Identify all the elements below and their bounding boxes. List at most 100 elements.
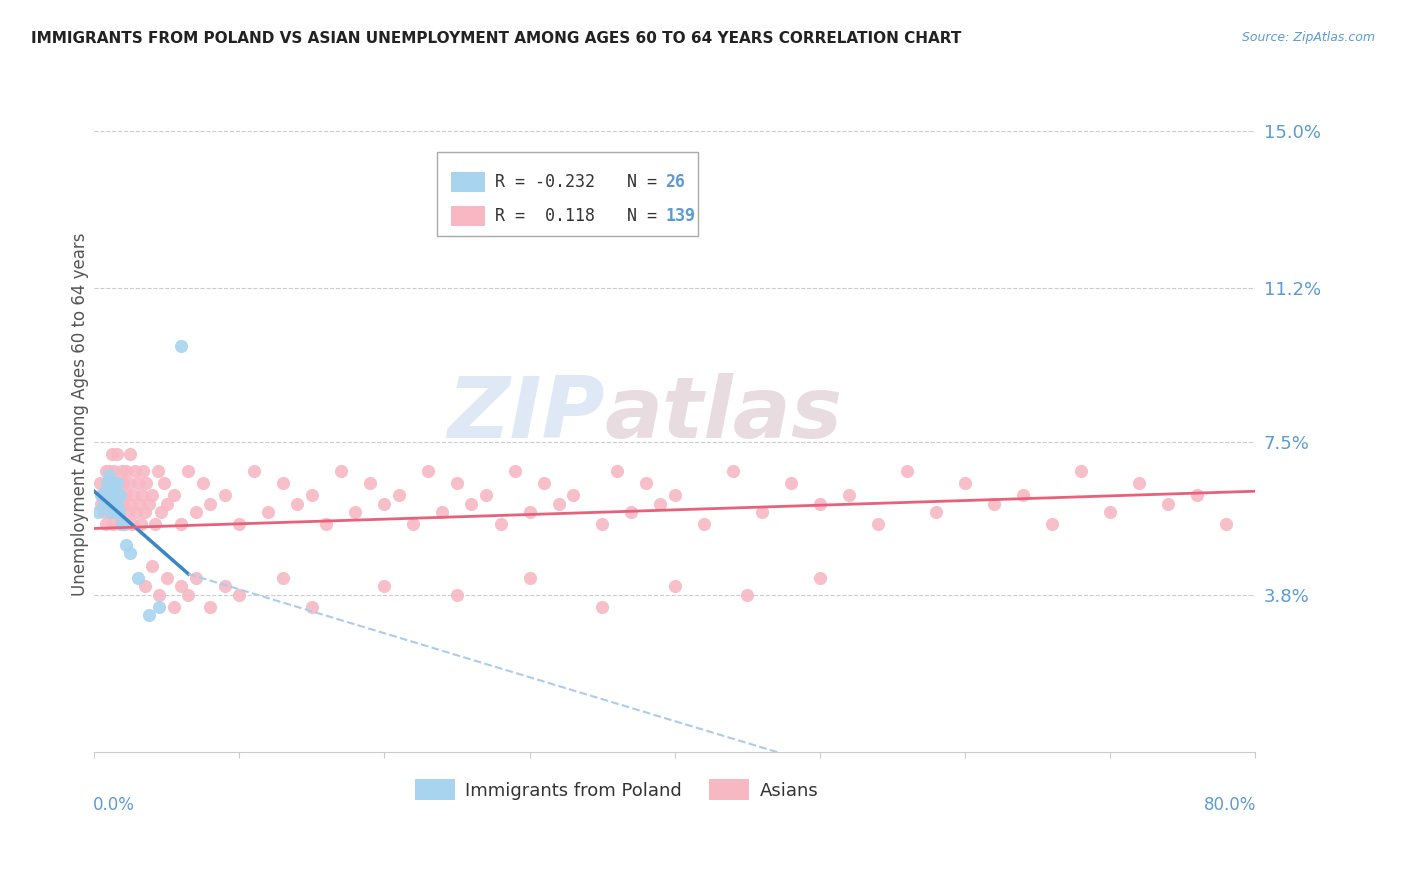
- Point: [141, 558, 163, 573]
- Point: [1012, 488, 1035, 502]
- Point: [838, 488, 860, 502]
- Point: [866, 517, 889, 532]
- Text: ZIP: ZIP: [447, 373, 605, 456]
- Point: [373, 579, 395, 593]
- Point: [1070, 464, 1092, 478]
- Point: [650, 497, 672, 511]
- FancyBboxPatch shape: [437, 152, 697, 236]
- Point: [111, 517, 134, 532]
- Point: [359, 475, 381, 490]
- Point: [402, 517, 425, 532]
- Point: [373, 497, 395, 511]
- Text: 26: 26: [665, 173, 685, 191]
- Point: [808, 571, 831, 585]
- Point: [141, 488, 163, 502]
- Point: [271, 475, 294, 490]
- Point: [127, 475, 149, 490]
- Point: [152, 475, 174, 490]
- Point: [228, 517, 250, 532]
- Point: [105, 447, 128, 461]
- Point: [1128, 475, 1150, 490]
- Point: [97, 467, 120, 482]
- Point: [214, 579, 236, 593]
- Point: [103, 488, 125, 502]
- Point: [104, 475, 127, 490]
- Text: IMMIGRANTS FROM POLAND VS ASIAN UNEMPLOYMENT AMONG AGES 60 TO 64 YEARS CORRELATI: IMMIGRANTS FROM POLAND VS ASIAN UNEMPLOY…: [31, 31, 962, 46]
- Point: [117, 505, 139, 519]
- Point: [90, 488, 112, 502]
- Text: 80.0%: 80.0%: [1204, 796, 1257, 814]
- Point: [620, 505, 643, 519]
- Point: [105, 497, 128, 511]
- Point: [120, 497, 142, 511]
- Point: [285, 497, 308, 511]
- Point: [489, 517, 512, 532]
- Point: [129, 517, 152, 532]
- Point: [163, 600, 186, 615]
- Point: [98, 505, 121, 519]
- Point: [1157, 497, 1180, 511]
- Point: [90, 497, 112, 511]
- Text: R =  0.118: R = 0.118: [495, 207, 595, 225]
- Point: [228, 588, 250, 602]
- Point: [301, 488, 323, 502]
- Point: [131, 488, 153, 502]
- Point: [115, 538, 138, 552]
- Point: [170, 517, 193, 532]
- Point: [101, 497, 124, 511]
- Point: [896, 464, 918, 478]
- Point: [170, 339, 193, 353]
- Point: [200, 600, 222, 615]
- FancyBboxPatch shape: [450, 172, 485, 192]
- Point: [925, 505, 948, 519]
- Point: [118, 475, 141, 490]
- Point: [1185, 488, 1208, 502]
- Point: [148, 600, 170, 615]
- Point: [519, 571, 541, 585]
- Point: [97, 497, 120, 511]
- Point: [120, 447, 142, 461]
- Point: [460, 497, 482, 511]
- Point: [432, 505, 454, 519]
- Point: [156, 571, 179, 585]
- Point: [98, 475, 121, 490]
- Point: [591, 517, 613, 532]
- Point: [110, 517, 132, 532]
- Point: [138, 497, 160, 511]
- Point: [184, 505, 207, 519]
- Point: [105, 475, 128, 490]
- Text: N =: N =: [627, 173, 657, 191]
- Point: [214, 488, 236, 502]
- Point: [96, 488, 118, 502]
- Point: [105, 497, 128, 511]
- Point: [104, 505, 127, 519]
- Point: [1040, 517, 1063, 532]
- Point: [329, 464, 352, 478]
- Point: [519, 505, 541, 519]
- Point: [1215, 517, 1237, 532]
- Point: [87, 505, 110, 519]
- Text: 0.0%: 0.0%: [93, 796, 135, 814]
- Point: [170, 579, 193, 593]
- Point: [103, 488, 125, 502]
- Point: [97, 497, 120, 511]
- Point: [134, 579, 156, 593]
- Point: [112, 517, 135, 532]
- Point: [103, 464, 125, 478]
- Point: [562, 488, 585, 502]
- Point: [606, 464, 628, 478]
- Point: [114, 517, 136, 532]
- Point: [983, 497, 1005, 511]
- Point: [257, 505, 280, 519]
- Point: [125, 505, 148, 519]
- Point: [779, 475, 801, 490]
- Point: [101, 475, 124, 490]
- Point: [547, 497, 569, 511]
- Point: [664, 579, 686, 593]
- Point: [111, 464, 134, 478]
- Point: [104, 505, 127, 519]
- Text: N =: N =: [627, 207, 657, 225]
- Point: [93, 505, 115, 519]
- Point: [446, 475, 468, 490]
- Point: [634, 475, 657, 490]
